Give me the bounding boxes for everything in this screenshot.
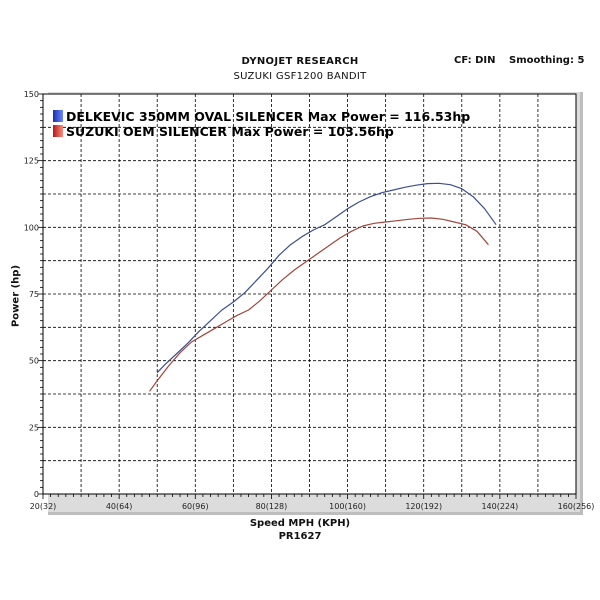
x-tick-label: 140(224)	[481, 502, 518, 511]
series-line-oem	[149, 217, 489, 392]
y-tick-label: 100	[24, 223, 39, 232]
x-tick-label: 80(128)	[256, 502, 288, 511]
legend-swatch-blue	[53, 110, 63, 122]
legend-label-delkevic: DELKEVIC 350MM OVAL SILENCER Max Power =…	[66, 108, 471, 124]
chart-subtitle: SUZUKI GSF1200 BANDIT	[233, 71, 367, 82]
y-tick-label: 25	[29, 423, 39, 432]
y-tick-label: 75	[29, 290, 39, 299]
legend-label-oem: SUZUKI OEM SILENCER Max Power = 103.56hp	[66, 123, 394, 139]
x-axis-label: Speed MPH (KPH)	[249, 518, 351, 529]
legend-swatch-red	[53, 125, 63, 137]
legend-item-delkevic: DELKEVIC 350MM OVAL SILENCER Max Power =…	[53, 108, 471, 124]
x-tick-label: 40(64)	[106, 502, 133, 511]
y-tick-label: 50	[29, 357, 39, 366]
x-tick-label: 100(160)	[329, 502, 366, 511]
y-tick-label: 150	[24, 90, 39, 99]
chart-title: DYNOJET RESEARCH	[241, 56, 359, 67]
x-tick-label: 160(256)	[558, 502, 595, 511]
grid-layer	[42, 93, 577, 495]
run-code-label: PR1627	[278, 531, 322, 542]
x-tick-label: 20(32)	[30, 502, 57, 511]
x-tick-label: 120(192)	[405, 502, 442, 511]
legend-item-oem: SUZUKI OEM SILENCER Max Power = 103.56hp	[53, 123, 394, 139]
series-layer	[149, 182, 497, 392]
correction-factor-label: CF: DIN	[454, 55, 496, 66]
y-axis-label: Power (hp)	[10, 264, 22, 328]
y-tick-label: 0	[34, 490, 39, 499]
x-tick-label: 60(96)	[182, 502, 209, 511]
y-tick-label: 125	[24, 157, 39, 166]
axis-layer: 20(32) 40(64) 60(96) 80(128) 100(160) 120(192…	[24, 90, 595, 511]
series-line-delkevic	[156, 182, 497, 374]
smoothing-label: Smoothing: 5	[509, 55, 585, 66]
